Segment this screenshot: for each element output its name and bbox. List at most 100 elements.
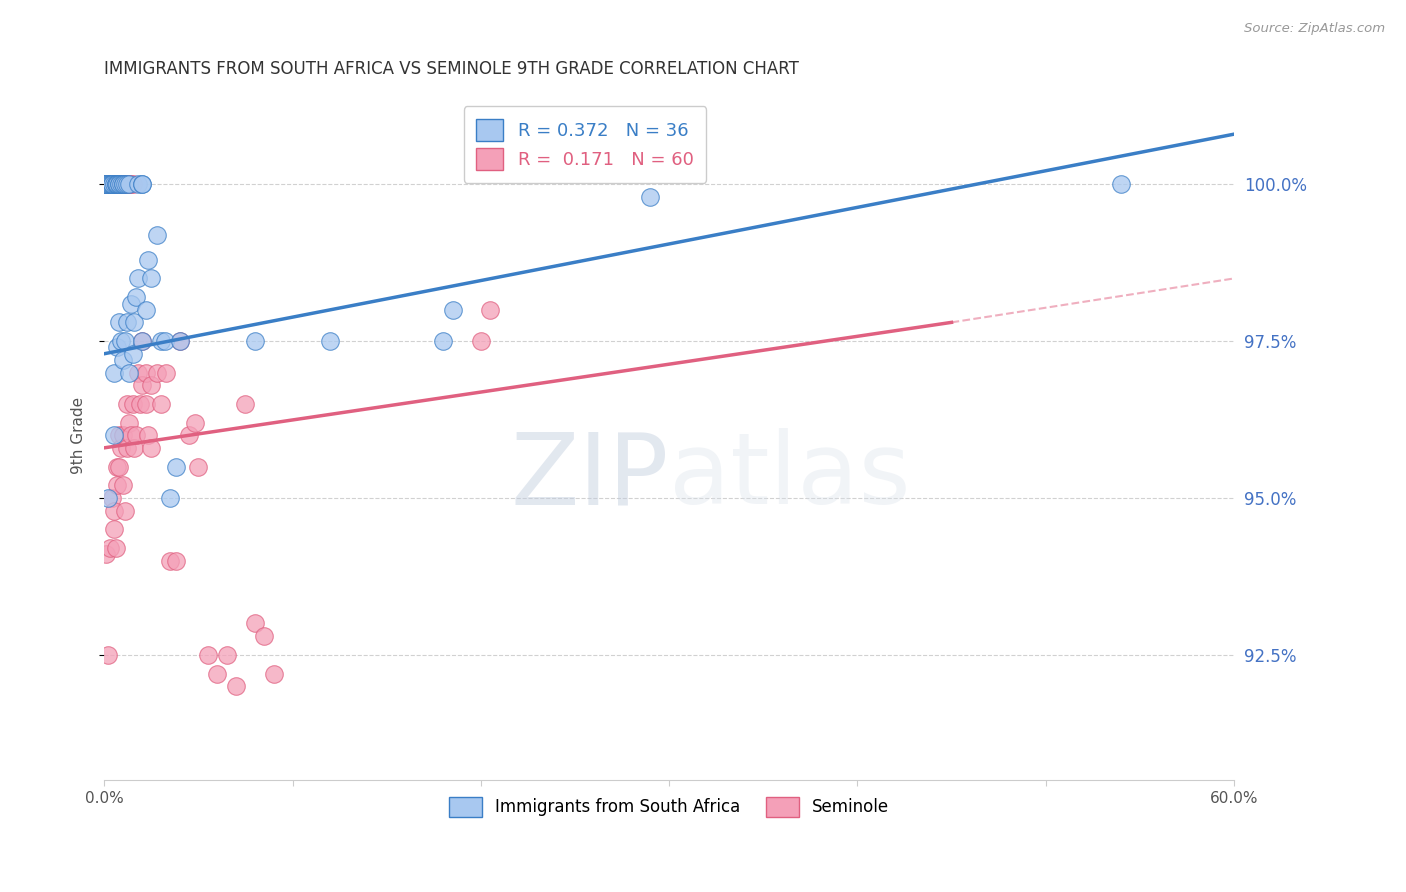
Point	[155, 366, 177, 380]
Point	[1109, 178, 1132, 192]
Point	[441, 302, 464, 317]
Point	[112, 178, 135, 192]
Point	[115, 397, 138, 411]
Point	[121, 178, 143, 192]
Point	[479, 302, 502, 317]
Point	[107, 459, 129, 474]
Point	[207, 666, 229, 681]
Point	[125, 290, 148, 304]
Point	[112, 353, 135, 368]
Point	[98, 178, 121, 192]
Point	[146, 366, 169, 380]
Point	[131, 334, 153, 348]
Point	[104, 178, 127, 192]
Point	[225, 679, 247, 693]
Point	[98, 541, 121, 556]
Point	[98, 178, 121, 192]
Point	[243, 334, 266, 348]
Point	[159, 554, 181, 568]
Point	[136, 428, 159, 442]
Point	[131, 178, 153, 192]
Text: Source: ZipAtlas.com: Source: ZipAtlas.com	[1244, 22, 1385, 36]
Point	[470, 334, 492, 348]
Point	[97, 178, 120, 192]
Point	[112, 178, 135, 192]
Point	[121, 397, 143, 411]
Point	[146, 227, 169, 242]
Point	[432, 334, 454, 348]
Point	[112, 178, 135, 192]
Point	[101, 178, 124, 192]
Point	[103, 366, 125, 380]
Point	[127, 271, 149, 285]
Point	[141, 441, 163, 455]
Point	[177, 428, 200, 442]
Point	[96, 178, 118, 192]
Point	[115, 441, 138, 455]
Point	[114, 334, 136, 348]
Point	[103, 178, 125, 192]
Point	[127, 178, 149, 192]
Point	[108, 459, 131, 474]
Point	[112, 428, 135, 442]
Point	[103, 178, 125, 192]
Point	[135, 366, 157, 380]
Point	[108, 315, 131, 329]
Point	[118, 178, 141, 192]
Point	[215, 648, 238, 662]
Point	[243, 616, 266, 631]
Point	[131, 378, 153, 392]
Point	[98, 178, 121, 192]
Point	[141, 271, 163, 285]
Point	[104, 178, 127, 192]
Point	[97, 648, 120, 662]
Point	[108, 178, 131, 192]
Point	[640, 190, 662, 204]
Legend: Immigrants from South Africa, Seminole: Immigrants from South Africa, Seminole	[441, 790, 896, 823]
Point	[136, 252, 159, 267]
Point	[141, 378, 163, 392]
Point	[98, 178, 121, 192]
Point	[97, 491, 120, 505]
Point	[115, 178, 138, 192]
Point	[183, 416, 205, 430]
Point	[104, 178, 127, 192]
Point	[107, 478, 129, 492]
Point	[263, 666, 285, 681]
Point	[135, 397, 157, 411]
Point	[120, 428, 142, 442]
Point	[96, 178, 118, 192]
Point	[101, 491, 124, 505]
Point	[125, 428, 148, 442]
Point	[127, 366, 149, 380]
Point	[114, 178, 136, 192]
Point	[131, 178, 153, 192]
Point	[96, 178, 118, 192]
Point	[108, 178, 131, 192]
Point	[120, 178, 142, 192]
Point	[96, 178, 118, 192]
Point	[101, 178, 124, 192]
Text: IMMIGRANTS FROM SOUTH AFRICA VS SEMINOLE 9TH GRADE CORRELATION CHART: IMMIGRANTS FROM SOUTH AFRICA VS SEMINOLE…	[104, 60, 799, 78]
Point	[118, 366, 141, 380]
Point	[101, 178, 124, 192]
Point	[118, 178, 141, 192]
Point	[115, 315, 138, 329]
Point	[103, 178, 125, 192]
Point	[159, 491, 181, 505]
Point	[169, 334, 191, 348]
Point	[110, 441, 132, 455]
Point	[124, 315, 146, 329]
Point	[112, 478, 135, 492]
Point	[153, 334, 176, 348]
Point	[131, 334, 153, 348]
Point	[165, 554, 187, 568]
Point	[108, 428, 131, 442]
Point	[114, 178, 136, 192]
Point	[187, 459, 209, 474]
Point	[121, 347, 143, 361]
Point	[104, 541, 127, 556]
Point	[319, 334, 342, 348]
Point	[97, 178, 120, 192]
Point	[112, 178, 135, 192]
